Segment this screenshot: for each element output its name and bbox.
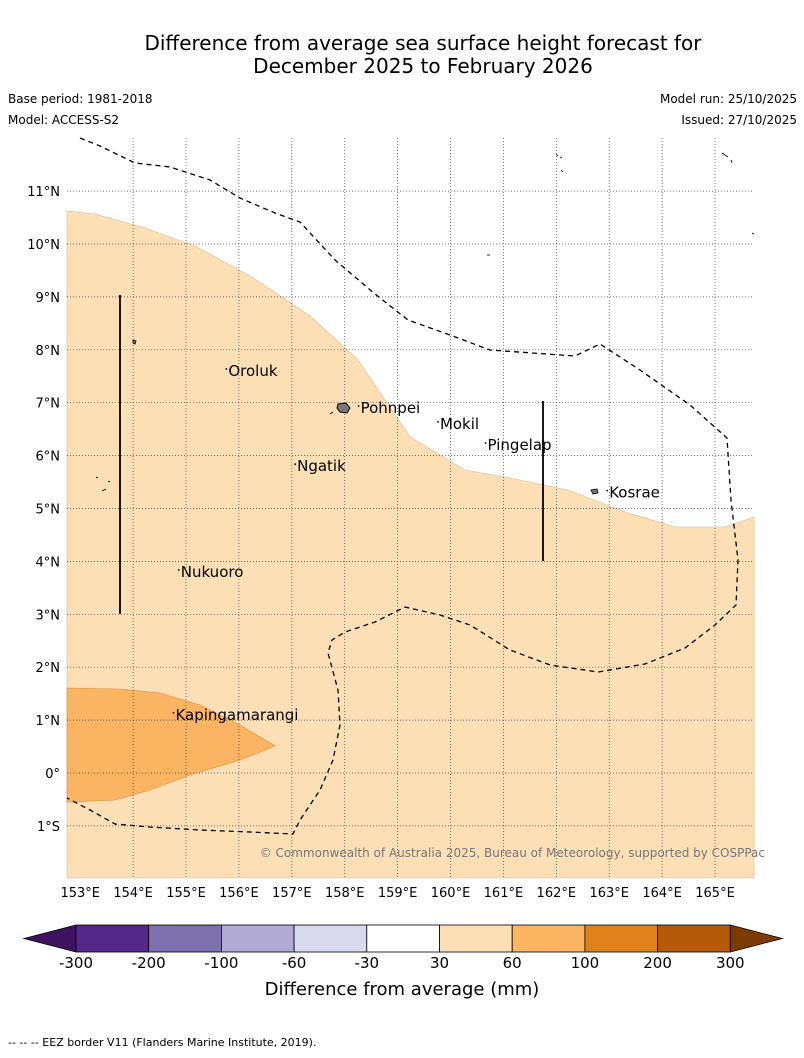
colorbar-segment: [657, 924, 731, 953]
small-island: [132, 339, 137, 345]
colorbar-tick-label: 200: [643, 954, 672, 972]
latitude-label: 0°: [45, 767, 60, 782]
colorbar-segment: [366, 924, 440, 953]
place-marker: [606, 489, 609, 492]
colorbar-segment: [75, 924, 150, 953]
place-label: Ngatik: [297, 457, 346, 475]
colorbar-extend-high: [729, 924, 784, 953]
place-label: Nukuoro: [181, 563, 244, 581]
place-marker: [294, 463, 297, 466]
colorbar-segment: [511, 924, 586, 953]
longitude-label: 156°E: [219, 886, 259, 901]
colorbar-tick-label: 100: [571, 954, 600, 972]
latitude-label: 9°N: [36, 291, 61, 306]
colorbar-segment: [148, 924, 222, 953]
place-marker: [177, 569, 180, 571]
anomaly-region-60-100: [66, 687, 276, 803]
colorbar-tick-label: 60: [503, 954, 522, 972]
issued-date: Issued: 27/10/2025: [681, 113, 797, 127]
graticule: [67, 138, 754, 878]
place-label: Kosrae: [609, 484, 660, 502]
longitude-label: 153°E: [60, 886, 100, 901]
atoll-marks: [95, 152, 755, 492]
latitude-label: 10°N: [27, 238, 60, 253]
longitude-label: 164°E: [642, 886, 682, 901]
latitude-label: 3°N: [36, 608, 61, 623]
longitude-axis: 153°E 154°E 155°E 156°E 157°E 158°E 159°E 160°E…: [60, 886, 734, 901]
colorbar-segment: [293, 924, 368, 953]
title-line-2: December 2025 to February 2026: [253, 54, 593, 78]
latitude-label: 5°N: [36, 503, 61, 518]
latitude-label: 7°N: [36, 397, 61, 412]
latitude-label: 1°N: [36, 714, 61, 729]
longitude-label: 158°E: [325, 886, 365, 901]
colorbar-segment: [584, 924, 659, 953]
place-marker: [172, 711, 175, 714]
kosrae-island: [590, 488, 599, 495]
colorbar-tick-label: 30: [430, 954, 449, 972]
colorbar-tick-label: -30: [355, 954, 380, 972]
eez-footnote: -- -- -- EEZ border V11 (Flanders Marine…: [8, 1036, 317, 1049]
place-marker: [484, 442, 487, 444]
colorbar-segment: [439, 924, 513, 953]
colorbar-extend-low: [22, 924, 77, 953]
place-label: Kapingamarangi: [175, 706, 298, 724]
longitude-label: 155°E: [166, 886, 206, 901]
colorbar-tick-label: -300: [59, 954, 93, 972]
forecast-map: Oroluk Pohnpei Mokil Pingelap Ngatik Kosrae Nu…: [22, 137, 784, 1000]
pohnpei-island: [336, 402, 351, 414]
latitude-label: 4°N: [36, 555, 61, 570]
colorbar-segment: [220, 924, 295, 953]
eez-border: [66, 137, 739, 835]
colorbar-tick-label: 300: [716, 954, 745, 972]
model-run-date: Model run: 25/10/2025: [659, 92, 797, 106]
latitude-label: 6°N: [36, 450, 61, 465]
longitude-label: 160°E: [431, 886, 471, 901]
longitude-label: 163°E: [589, 886, 629, 901]
place-label: Pingelap: [488, 436, 552, 454]
place-marker: [357, 405, 360, 407]
longitude-label: 157°E: [272, 886, 312, 901]
colorbar-tick-label: -100: [204, 954, 238, 972]
latitude-label: 8°N: [36, 344, 61, 359]
latitude-label: 11°N: [27, 185, 60, 200]
model-name: Model: ACCESS-S2: [8, 113, 120, 127]
colorbar-title: Difference from average (mm): [265, 979, 540, 1000]
longitude-label: 165°E: [695, 886, 735, 901]
colorbar-tick-label: -200: [132, 954, 166, 972]
latitude-label: 2°N: [36, 661, 61, 676]
longitude-label: 154°E: [113, 886, 153, 901]
place-marker: [437, 420, 439, 423]
colorbar-tick-label: -60: [282, 954, 307, 972]
latitude-axis: 11°N 10°N 9°N 8°N 7°N 6°N 5°N 4°N 3°N 2°N 1°N 0° 1°S: [27, 185, 60, 835]
copyright-notice: © Commonwealth of Australia 2025, Bureau…: [260, 846, 765, 860]
colorbar: -300 -200 -100 -60 -30 30 60 100 200 300: [22, 924, 784, 972]
place-marker: [225, 368, 228, 370]
longitude-label: 162°E: [537, 886, 577, 901]
longitude-label: 159°E: [378, 886, 418, 901]
place-label: Mokil: [440, 415, 479, 433]
place-label: Pohnpei: [361, 399, 421, 417]
place-label: Oroluk: [228, 362, 277, 380]
longitude-label: 161°E: [484, 886, 524, 901]
base-period: Base period: 1981-2018: [8, 92, 153, 106]
latitude-label: 1°S: [37, 820, 60, 835]
title-line-1: Difference from average sea surface heig…: [144, 31, 702, 55]
chart-title: Difference from average sea surface heig…: [0, 32, 804, 78]
place-labels: Oroluk Pohnpei Mokil Pingelap Ngatik Kosrae Nu…: [172, 362, 660, 724]
